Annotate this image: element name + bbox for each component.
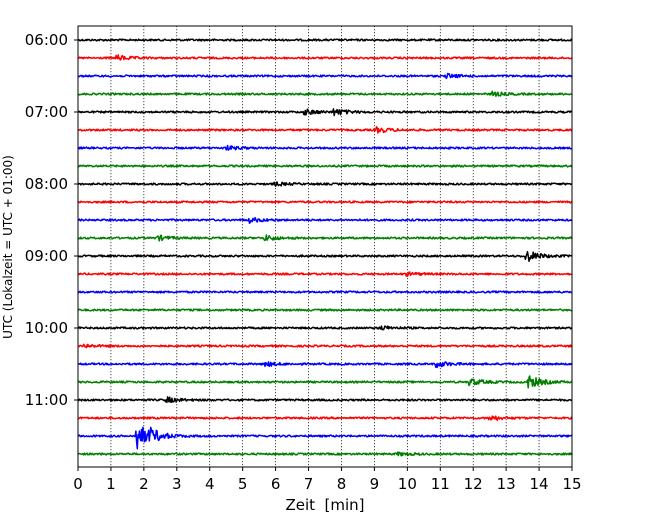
trace-line [77, 361, 573, 369]
trace-line [77, 126, 573, 134]
trace-line [77, 415, 573, 421]
x-tick-label: 8 [337, 475, 347, 493]
trace-line [77, 426, 573, 450]
y-tick-label: 07:00 [25, 103, 68, 121]
trace-line [77, 90, 573, 97]
x-tick-label: 6 [271, 475, 281, 493]
plot-frame [77, 25, 573, 468]
x-tick-label: 12 [464, 475, 483, 493]
trace-line [77, 144, 573, 151]
trace-line [77, 54, 573, 61]
trace-line [77, 38, 573, 42]
trace-line [77, 343, 573, 349]
trace-line [77, 181, 573, 187]
trace-line [77, 271, 573, 278]
x-ticks: 0 1 2 3 4 5 6 7 8 9 10 11 12 13 14 15 [73, 467, 582, 493]
x-tick-label: 5 [238, 475, 248, 493]
trace-line [77, 200, 573, 204]
trace-line [77, 234, 573, 242]
trace-line [77, 164, 573, 168]
x-tick-label: 4 [205, 475, 215, 493]
x-tick-label: 1 [106, 475, 116, 493]
y-tick-label: 08:00 [25, 175, 68, 193]
trace-line [77, 308, 573, 312]
trace-line [77, 325, 573, 331]
y-axis-label: UTC (Lokalzeit = UTC + 01:00) [1, 155, 15, 339]
trace-line [77, 396, 573, 404]
x-tick-label: 15 [562, 475, 581, 493]
y-ticks: 06:00 07:00 08:00 09:00 10:00 11:00 [25, 31, 78, 409]
trace-line [77, 72, 573, 80]
x-tick-label: 11 [431, 475, 450, 493]
y-tick-label: 09:00 [25, 247, 68, 265]
trace-line [77, 108, 573, 117]
trace-line [77, 250, 573, 263]
trace-layer [77, 38, 573, 457]
trace-line [77, 290, 573, 294]
y-tick-label: 10:00 [25, 319, 68, 337]
y-tick-label: 11:00 [25, 391, 68, 409]
x-tick-label: 14 [530, 475, 549, 493]
x-tick-label: 13 [497, 475, 516, 493]
x-tick-label: 3 [172, 475, 182, 493]
x-tick-label: 9 [370, 475, 380, 493]
x-axis-label: Zeit [min] [285, 496, 364, 514]
x-tick-label: 2 [139, 475, 149, 493]
x-tick-label: 0 [73, 475, 83, 493]
trace-line [77, 451, 573, 457]
trace-line [77, 216, 573, 225]
y-tick-label: 06:00 [25, 31, 68, 49]
x-tick-label: 7 [304, 475, 314, 493]
trace-line [77, 375, 573, 389]
x-tick-label: 10 [398, 475, 417, 493]
